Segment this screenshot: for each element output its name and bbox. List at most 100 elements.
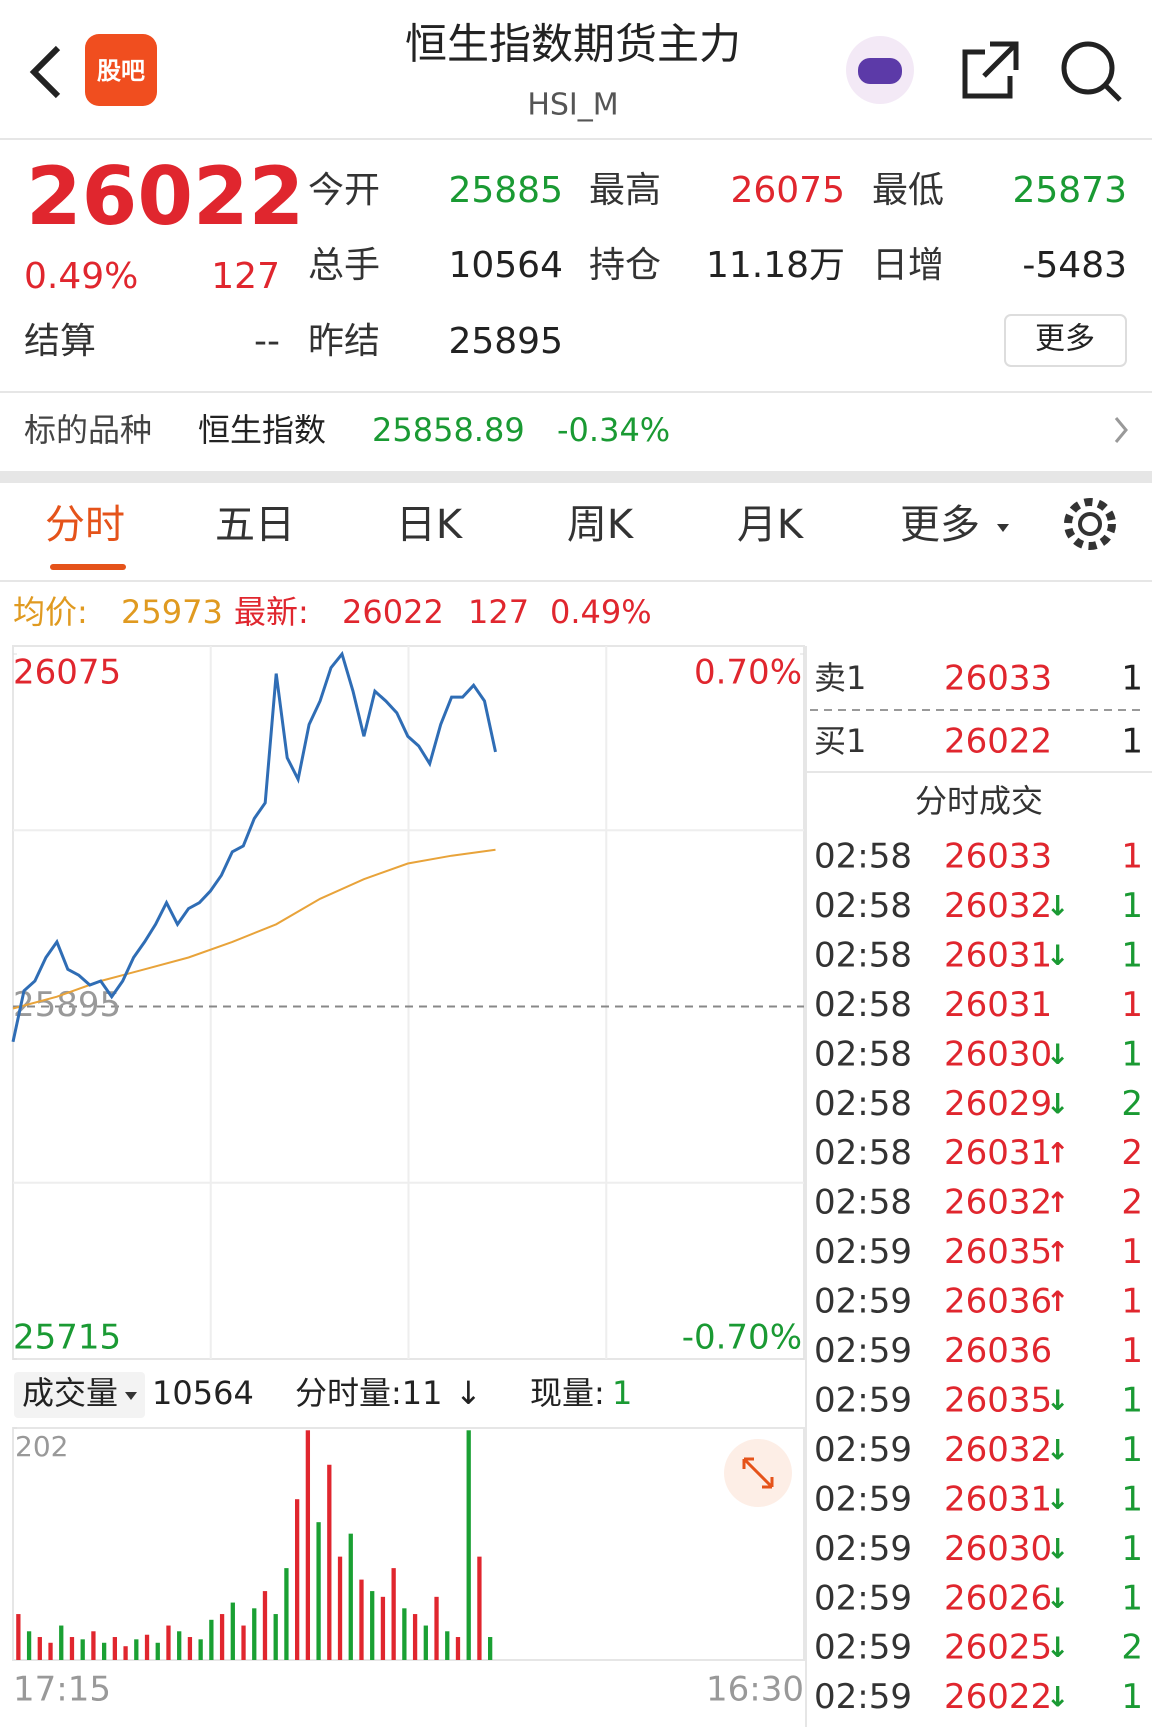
volume-bar	[488, 1637, 493, 1660]
interval-volume: 分时量:11	[295, 1374, 443, 1412]
trade-price: 26032	[944, 886, 1052, 926]
trade-price: 26036	[944, 1282, 1052, 1322]
expand-icon	[742, 1457, 774, 1489]
volume-bar	[455, 1637, 461, 1660]
trade-time: 02:59	[814, 1282, 912, 1322]
volume-selector-label[interactable]: 成交量	[22, 1374, 118, 1412]
trade-time: 02:58	[814, 837, 912, 877]
field-value: 11.18万	[706, 245, 845, 286]
trade-arrow: ↑	[1046, 1137, 1069, 1170]
tab[interactable]: 五日	[215, 502, 295, 548]
page-subtitle: HSI_M	[527, 88, 618, 123]
volume-bar	[466, 1430, 471, 1660]
search-icon-handle	[1104, 84, 1122, 102]
volume-bar	[434, 1596, 439, 1660]
summary-item: 均价:	[13, 593, 88, 631]
underlying-name: 恒生指数	[198, 411, 326, 449]
volume-bar	[412, 1614, 418, 1660]
trade-price: 26036	[944, 1331, 1052, 1371]
back-button[interactable]	[29, 45, 61, 99]
volume-bar	[48, 1642, 53, 1660]
book-price: 26033	[944, 659, 1052, 699]
gear-hub	[1078, 512, 1102, 536]
trade-price: 26025	[944, 1628, 1052, 1668]
trade-volume: 1	[1121, 1232, 1143, 1272]
volume-bar	[69, 1637, 75, 1660]
current-volume-label: 现量:	[530, 1374, 605, 1412]
field-label: 最高	[589, 170, 661, 211]
volume-bar	[262, 1591, 268, 1660]
volume-bar	[187, 1637, 193, 1660]
tab[interactable]: 周K	[567, 502, 635, 548]
interval-arrow: ↓	[455, 1374, 482, 1412]
field-value: --	[254, 321, 280, 362]
settings-icon[interactable]	[1064, 498, 1116, 550]
trade-price: 26022	[944, 1677, 1052, 1717]
chevron[interactable]	[1114, 417, 1128, 443]
volume-bar	[402, 1608, 407, 1660]
volume-bar	[209, 1619, 214, 1660]
volume-bar	[348, 1533, 353, 1660]
field-value: 26075	[730, 170, 845, 211]
price-line	[11, 650, 497, 1043]
trade-time: 02:59	[814, 1578, 912, 1618]
tab[interactable]: 日K	[396, 502, 464, 548]
volume-bar	[337, 1556, 343, 1660]
volume-bar	[91, 1631, 96, 1660]
more-button[interactable]	[1004, 314, 1127, 367]
share-icon[interactable]	[962, 41, 1019, 99]
robot-face	[858, 58, 902, 84]
tab[interactable]: 更多	[900, 502, 980, 548]
summary-item: 127	[468, 593, 529, 631]
trade-volume: 1	[1121, 1380, 1143, 1420]
tab[interactable]: 月K	[737, 502, 805, 548]
last-price: 26022	[26, 150, 304, 243]
trade-volume: 2	[1121, 1133, 1143, 1173]
volume-bar	[423, 1625, 428, 1660]
dropdown-arrow	[997, 524, 1009, 532]
trade-time: 02:59	[814, 1232, 912, 1272]
search-icon[interactable]	[1061, 41, 1115, 95]
volume-bar	[166, 1625, 171, 1660]
trade-arrow: ↑	[1046, 1236, 1069, 1269]
field-value: -5483	[1022, 245, 1127, 286]
page-title: 恒生指数期货主力	[405, 20, 741, 69]
trade-volume: 1	[1121, 886, 1143, 926]
trade-time: 02:59	[814, 1529, 912, 1569]
volume-bar	[123, 1646, 128, 1660]
trade-price: 26035	[944, 1380, 1052, 1420]
volume-bar	[59, 1625, 64, 1660]
summary-item: 26022	[342, 593, 444, 631]
trade-arrow: ↓	[1046, 1483, 1069, 1516]
volume-bar	[327, 1464, 332, 1660]
volume-selector[interactable]	[14, 1372, 145, 1418]
volume-bar	[26, 1631, 32, 1660]
field-value: 25895	[448, 321, 563, 362]
underlying-price: 25858.89	[372, 411, 525, 449]
y2-tick-label: 0.70%	[694, 653, 802, 693]
volume-bar	[295, 1499, 300, 1660]
field-label: 最低	[872, 170, 944, 211]
underlying-label: 标的品种	[24, 411, 152, 449]
trade-arrow: ↓	[1046, 1087, 1069, 1120]
x-tick-label: 17:15	[13, 1670, 111, 1710]
trade-price: 26033	[944, 837, 1052, 877]
trade-price: 26030	[944, 1529, 1052, 1569]
more-button-label[interactable]: 更多	[1035, 322, 1095, 357]
guba-logo[interactable]	[85, 34, 157, 106]
trade-volume: 2	[1121, 1183, 1143, 1223]
volume-bar	[155, 1642, 160, 1660]
tab[interactable]: 分时	[45, 502, 125, 548]
volume-bar	[273, 1614, 278, 1660]
trade-price: 26031	[944, 935, 1052, 975]
book-label: 卖1	[814, 659, 866, 697]
trade-arrow: ↓	[1046, 889, 1069, 922]
book-price: 26022	[944, 722, 1052, 762]
y-tick-label: 202	[15, 1430, 68, 1463]
trade-price: 26035	[944, 1232, 1052, 1272]
volume-bar	[80, 1639, 85, 1660]
volume-bar	[101, 1642, 107, 1660]
volume-bar	[252, 1608, 257, 1660]
volume-bar	[445, 1631, 450, 1660]
